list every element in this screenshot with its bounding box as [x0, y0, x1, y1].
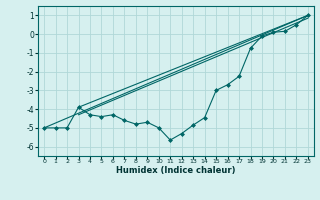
X-axis label: Humidex (Indice chaleur): Humidex (Indice chaleur): [116, 166, 236, 175]
